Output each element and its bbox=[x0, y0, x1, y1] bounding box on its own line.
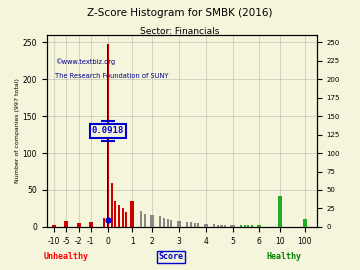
Bar bbox=[240, 225, 242, 227]
Bar bbox=[194, 223, 195, 227]
Bar bbox=[204, 224, 208, 227]
Text: Healthy: Healthy bbox=[267, 252, 302, 261]
Text: Z-Score Histogram for SMBK (2016): Z-Score Histogram for SMBK (2016) bbox=[87, 8, 273, 18]
Bar bbox=[163, 218, 165, 227]
Bar bbox=[114, 201, 116, 227]
Bar bbox=[217, 225, 219, 227]
Bar bbox=[247, 225, 249, 227]
Bar bbox=[111, 183, 113, 227]
Text: 0.0918: 0.0918 bbox=[92, 126, 124, 136]
Bar bbox=[107, 44, 108, 227]
Bar bbox=[278, 196, 282, 227]
Bar bbox=[186, 222, 188, 227]
Bar bbox=[107, 44, 109, 227]
Text: The Research Foundation of SUNY: The Research Foundation of SUNY bbox=[55, 73, 168, 79]
Bar bbox=[150, 215, 154, 227]
Bar bbox=[213, 224, 215, 227]
Text: Score: Score bbox=[158, 252, 184, 261]
Bar bbox=[257, 225, 261, 227]
Bar bbox=[64, 221, 68, 227]
Bar bbox=[177, 221, 181, 227]
Bar bbox=[224, 225, 226, 227]
Bar bbox=[159, 217, 161, 227]
Bar bbox=[251, 225, 253, 227]
Bar bbox=[197, 223, 199, 227]
Bar bbox=[220, 225, 222, 227]
Bar bbox=[140, 211, 142, 227]
Bar bbox=[89, 222, 93, 227]
Bar bbox=[167, 220, 169, 227]
Bar bbox=[122, 208, 123, 227]
Bar bbox=[103, 218, 105, 227]
Bar bbox=[190, 222, 192, 227]
Bar bbox=[144, 214, 145, 227]
Bar bbox=[130, 201, 134, 227]
Bar bbox=[302, 220, 307, 227]
Bar bbox=[118, 205, 120, 227]
Bar bbox=[230, 225, 234, 227]
Bar bbox=[125, 212, 127, 227]
Bar bbox=[77, 223, 81, 227]
Bar bbox=[52, 225, 56, 227]
Bar bbox=[244, 225, 246, 227]
Y-axis label: Number of companies (997 total): Number of companies (997 total) bbox=[15, 79, 20, 183]
Text: ©www.textbiz.org: ©www.textbiz.org bbox=[55, 58, 115, 65]
Text: Sector: Financials: Sector: Financials bbox=[140, 27, 220, 36]
Bar bbox=[170, 220, 172, 227]
Text: Unhealthy: Unhealthy bbox=[43, 252, 88, 261]
